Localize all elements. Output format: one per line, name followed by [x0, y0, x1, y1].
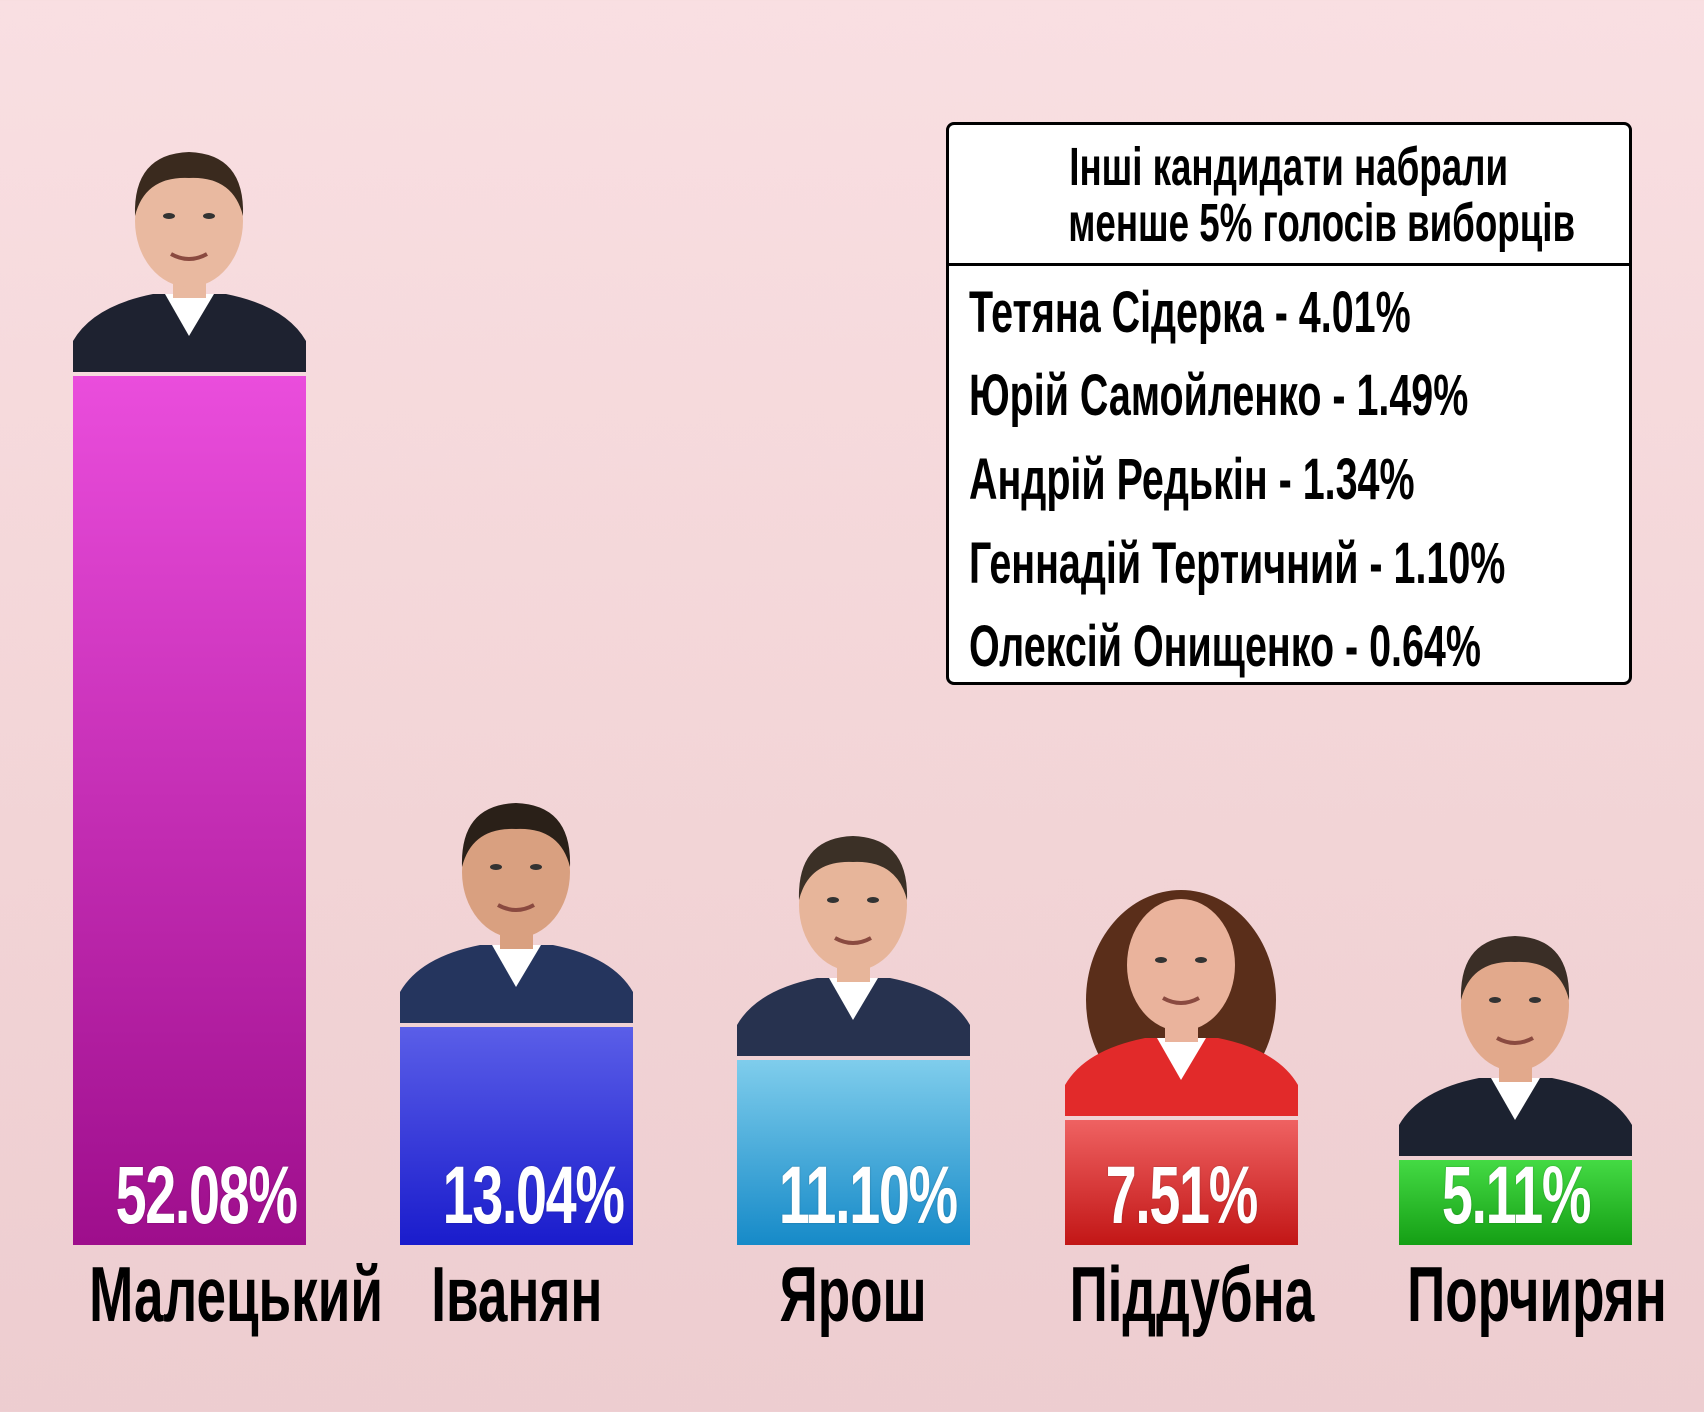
bar-value-text: 5.11% — [1441, 1150, 1591, 1241]
row-text: Геннадій Тертичний - 1.10% — [969, 531, 1506, 596]
other-candidate-row: Андрій Редькін - 1.34% — [969, 450, 1624, 510]
bar-value-label: 7.51% — [1065, 1155, 1298, 1237]
category-label: Малецький — [20, 1254, 383, 1334]
header-line-2: менше 5% голосів виборців — [1068, 193, 1576, 253]
bar-value-text: 7.51% — [1105, 1150, 1259, 1241]
bar-value-text: 52.08% — [115, 1150, 298, 1241]
bar-value-label: 11.10% — [737, 1155, 970, 1237]
bar-value-text: 11.10% — [778, 1150, 958, 1241]
other-candidate-row: Олексій Онищенко - 0.64% — [969, 617, 1704, 677]
other-candidate-row: Юрій Самойленко - 1.49% — [969, 366, 1703, 426]
row-text: Юрій Самойленко - 1.49% — [969, 363, 1469, 428]
other-candidates-header: Інші кандидати набрали менше 5% голосів … — [949, 125, 1629, 266]
category-label: Піддубна — [1012, 1254, 1352, 1334]
category-text: Ярош — [779, 1250, 928, 1338]
category-text: Іванян — [430, 1250, 603, 1338]
other-candidate-row: Тетяна Сідерка - 4.01% — [969, 283, 1618, 343]
row-text: Андрій Редькін - 1.34% — [969, 447, 1415, 512]
other-candidate-row: Геннадій Тертичний - 1.10% — [969, 534, 1704, 594]
category-text: Піддубна — [1069, 1250, 1314, 1338]
row-text: Тетяна Сідерка - 4.01% — [969, 280, 1411, 345]
candidate-photo — [400, 787, 633, 1024]
category-label: Порчирян — [1346, 1254, 1686, 1334]
bar-value-label: 52.08% — [73, 1155, 306, 1237]
candidate-photo — [1399, 920, 1632, 1156]
category-label: Ярош — [684, 1254, 1024, 1334]
bar-4 — [1065, 1119, 1298, 1245]
bar-3 — [737, 1059, 970, 1245]
bar-value-label: 13.04% — [400, 1155, 633, 1237]
candidate-photo — [737, 820, 970, 1056]
category-label: Іванян — [347, 1254, 687, 1334]
bar-1 — [73, 376, 306, 1245]
header-line-1: Інші кандидати набрали — [1069, 137, 1509, 197]
bar-2 — [400, 1027, 633, 1245]
category-text: Малецький — [88, 1250, 383, 1338]
other-candidates-box: Інші кандидати набрали менше 5% голосів … — [946, 122, 1632, 685]
category-text: Порчирян — [1406, 1250, 1667, 1338]
candidate-photo — [73, 136, 306, 372]
bar-5 — [1399, 1159, 1632, 1245]
candidate-photo — [1065, 880, 1298, 1116]
bar-value-text: 13.04% — [442, 1150, 625, 1241]
row-text: Олексій Онищенко - 0.64% — [969, 614, 1481, 679]
bar-value-label: 5.11% — [1399, 1155, 1632, 1237]
